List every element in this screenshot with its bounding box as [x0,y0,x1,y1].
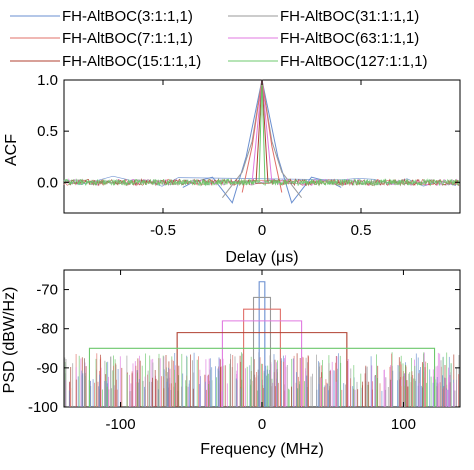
legend: FH-AltBOC(3:1:1,1) FH-AltBOC(31:1:1,1) F… [10,8,428,70]
y-tick-label: 1.0 [37,72,58,89]
legend-label-1: FH-AltBOC(31:1:1,1) [280,8,419,25]
psd-series-4 [176,332,348,407]
psd-series-group [64,281,460,407]
psd-noise-texture [64,352,460,407]
psd-series-1 [252,296,272,407]
psd-ticks: -100 0 100 -100 -90 -80 -70 [28,270,460,433]
psd-chart: -100 0 100 -100 -90 -80 -70 Frequency (MHz) PS… [1,269,461,458]
acf-chart: -0.5 0 0.5 0.0 0.5 1.0 Delay (μs) ACF [3,72,461,266]
y-tick-label: -70 [36,282,58,299]
x-tick-label: 0 [258,222,266,239]
psd-series-0 [258,281,266,407]
acf-ylabel: ACF [3,134,20,166]
x-tick-label: -100 [106,416,136,433]
y-tick-label: -90 [36,360,58,377]
acf-ticks: -0.5 0 0.5 0.0 0.5 1.0 [37,72,460,239]
legend-label-3: FH-AltBOC(63:1:1,1) [280,30,419,47]
psd-xlabel: Frequency (MHz) [200,441,324,458]
psd-series-3 [221,320,303,407]
x-tick-label: 0.5 [351,222,372,239]
psd-ylabel: PSD (dBW/Hz) [1,287,18,394]
psd-series-5 [88,347,436,407]
acf-xlabel: Delay (μs) [225,249,298,266]
psd-series-2 [243,308,281,407]
legend-label-4: FH-AltBOC(15:1:1,1) [62,53,201,70]
y-tick-label: 0.0 [37,174,58,191]
x-tick-label: -0.5 [150,222,176,239]
legend-label-0: FH-AltBOC(3:1:1,1) [62,8,193,25]
y-tick-label: -100 [28,399,58,416]
y-tick-label: 0.5 [37,123,58,140]
acf-sidelobes-5 [63,178,460,187]
y-tick-label: -80 [36,321,58,338]
acf-series-group [63,79,460,204]
legend-label-5: FH-AltBOC(127:1:1,1) [280,53,428,70]
legend-label-2: FH-AltBOC(7:1:1,1) [62,30,193,47]
x-tick-label: 100 [391,416,416,433]
x-tick-label: 0 [258,416,266,433]
acf-plot-frame [63,79,461,214]
